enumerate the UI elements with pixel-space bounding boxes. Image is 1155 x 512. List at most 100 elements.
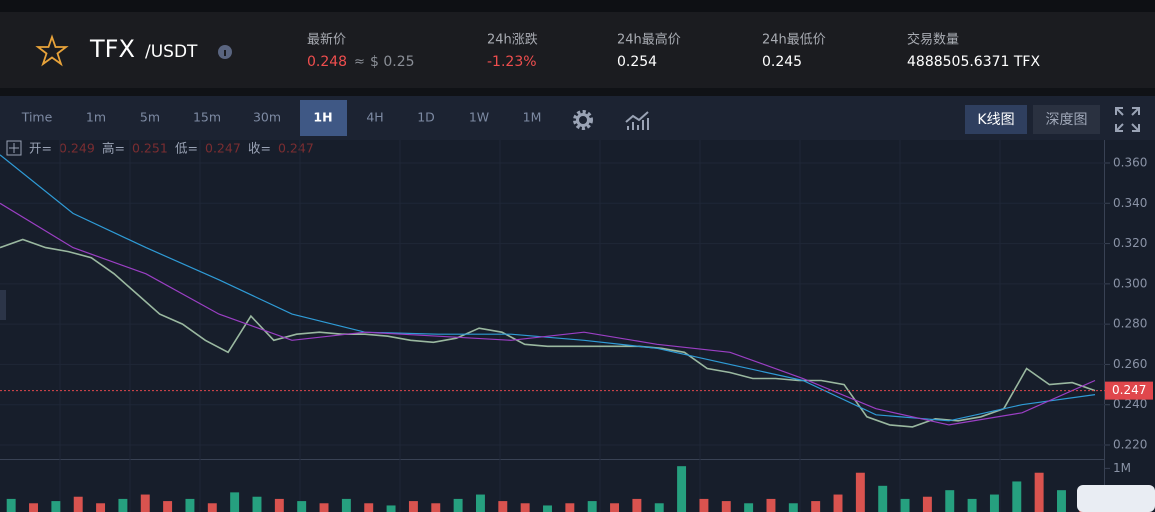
volume-bar — [833, 494, 843, 512]
volume-bar — [766, 498, 776, 512]
ohlc-toggle[interactable] — [6, 140, 22, 156]
ohlc-toggle-glyph — [9, 143, 19, 153]
y-tick-label: 0.260 — [1113, 357, 1147, 371]
volume-bar — [29, 503, 38, 512]
ohlc-label: 收= — [248, 141, 271, 156]
volume-bar — [677, 466, 687, 512]
indicator-line — [625, 111, 649, 123]
interval-button[interactable]: 1D — [417, 110, 435, 125]
volume-bar — [364, 503, 374, 512]
ohlc-value: 0.247 — [205, 141, 241, 156]
ohlc-value: 0.251 — [132, 141, 168, 156]
plot-area — [0, 140, 1105, 460]
fullscreen-icon[interactable] — [1115, 107, 1140, 132]
interval-button[interactable]: 30m — [253, 110, 281, 125]
volume-bar — [520, 503, 530, 512]
volume-bar — [632, 498, 642, 512]
separator — [0, 88, 1155, 96]
view-button-bg[interactable] — [965, 105, 1027, 134]
volume-bar — [1057, 490, 1066, 512]
volume-bar — [96, 503, 106, 512]
top-strip — [0, 0, 1155, 12]
volume-bar — [945, 490, 955, 512]
interval-button[interactable]: Time — [21, 110, 53, 125]
volume-bar — [73, 496, 83, 512]
info-icon-glyph — [224, 50, 226, 56]
volume-bar — [699, 498, 709, 512]
current-price-label: 0.247 — [1112, 383, 1146, 397]
volume-bar — [989, 494, 999, 512]
indicator-icon[interactable] — [625, 111, 649, 130]
fullscreen-glyph — [1115, 107, 1140, 132]
side-tab[interactable] — [0, 290, 6, 320]
volume-bar — [297, 501, 307, 512]
stat-value: -1.23% — [487, 54, 537, 70]
stat-label: 24h最高价 — [617, 32, 681, 48]
stat-value: 4888505.6371 TFX — [907, 54, 1040, 70]
interval-button[interactable]: 4H — [366, 110, 383, 125]
volume-bar — [610, 503, 620, 512]
y-axis-line — [1104, 140, 1105, 512]
volume-bar — [6, 498, 16, 512]
volume-bar — [900, 498, 910, 512]
volume-bar — [498, 501, 508, 512]
y-tick-label: 0.360 — [1113, 156, 1147, 170]
price-line — [0, 238, 1096, 428]
interval-button[interactable]: 1m — [86, 110, 106, 125]
ohlc-label: 低= — [175, 141, 198, 156]
volume-bar — [453, 498, 463, 512]
interval-active-bg — [300, 100, 347, 136]
y-tick-label: 0.280 — [1113, 317, 1147, 331]
interval-button[interactable]: 5m — [140, 110, 160, 125]
volume-bar — [185, 498, 195, 512]
volume-bar — [878, 485, 888, 512]
interval-button[interactable]: 1H — [313, 110, 332, 125]
volume-bar — [140, 494, 150, 512]
price-line — [0, 154, 1096, 422]
interval-button[interactable]: 15m — [193, 110, 221, 125]
volume-bar — [431, 503, 441, 512]
interval-button[interactable]: 1W — [469, 110, 489, 125]
current-price-tag — [1105, 381, 1153, 400]
volume-bar — [386, 505, 396, 512]
stat-value: 0.248 — [307, 54, 347, 70]
volume-bar — [475, 494, 485, 512]
volume-bar — [744, 503, 754, 512]
volume-bar — [319, 503, 329, 512]
y-tick-label: 0.300 — [1113, 276, 1147, 290]
ohlc-label: 开= — [29, 141, 52, 156]
favorite-star[interactable] — [35, 34, 69, 67]
stat-label: 24h涨跌 — [487, 32, 538, 48]
price-line — [0, 202, 1096, 426]
interval-button[interactable]: 1M — [523, 110, 542, 125]
volume-bar — [565, 503, 575, 512]
volume-bar — [341, 498, 351, 512]
volume-bar — [654, 503, 664, 512]
header — [0, 12, 1155, 88]
stat-label: 最新价 — [307, 32, 346, 48]
volume-bar — [922, 496, 932, 512]
volume-bar — [1012, 481, 1022, 512]
settings-icon[interactable] — [573, 110, 593, 130]
overlay-box — [1077, 485, 1155, 512]
volume-bar — [230, 492, 240, 512]
volume-bar — [587, 501, 597, 512]
ohlc-label: 高= — [102, 141, 125, 156]
gear-teeth — [573, 110, 593, 130]
gear-ring — [576, 113, 590, 127]
y-tick-label: 0.320 — [1113, 236, 1147, 250]
stat-approx: ≈ — [354, 55, 365, 70]
volume-bar — [788, 503, 798, 512]
volume-bar — [855, 472, 865, 512]
volume-bar — [207, 503, 217, 512]
view-button-bg[interactable] — [1033, 105, 1100, 134]
volume-bar — [543, 505, 552, 512]
volume-bar — [408, 501, 418, 512]
y-tick-label: 0.240 — [1113, 397, 1147, 411]
view-button[interactable]: K线图 — [977, 112, 1014, 128]
stat-label: 交易数量 — [907, 32, 959, 48]
stat-value: 0.245 — [762, 54, 802, 70]
stat-value: 0.254 — [617, 54, 657, 70]
volume-tick-label: 1M — [1113, 461, 1131, 475]
view-button[interactable]: 深度图 — [1046, 112, 1088, 128]
